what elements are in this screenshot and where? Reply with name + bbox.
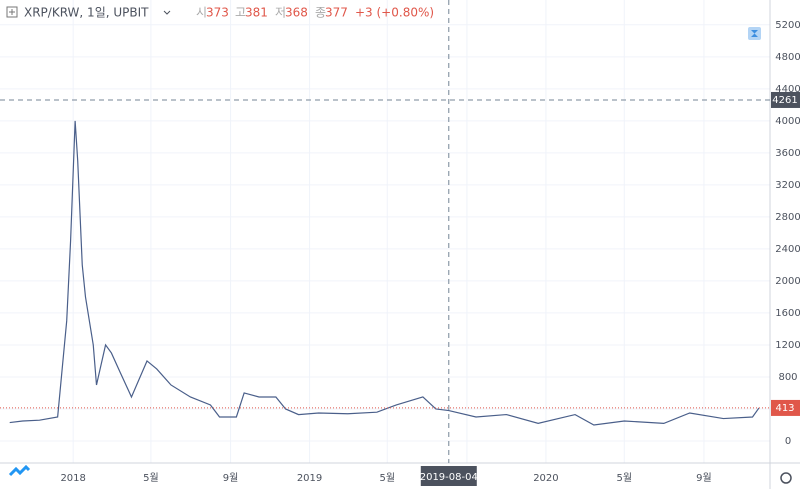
chevron[interactable] [163,10,171,15]
crosshair-y-label: 4261 [772,95,797,106]
y-tick-label: 2000 [775,276,800,287]
x-tick-label: 9월 [696,472,712,484]
y-tick-label: 0 [785,436,791,447]
x-tick-label: 2018 [60,473,85,484]
last-price-label: 413 [775,403,794,414]
crosshair-x-box [420,466,477,486]
price-line [9,120,760,426]
low: 368 [285,6,308,20]
y-tick-label: 3200 [775,180,800,191]
y-tick-label: 4400 [775,84,800,95]
y-tick-label: 4000 [775,116,800,127]
expand-icon[interactable] [6,6,18,18]
symbol[interactable]: XRP/KRW, 1일, UPBIT [24,6,149,20]
y-tick-label: 3600 [775,148,800,159]
open-label: 시 [196,6,207,20]
x-tick-label: 2019 [297,473,322,484]
y-tick-label: 5200 [775,20,800,31]
change: +3 (+0.80%) [355,6,434,20]
expand-icon-plus [9,9,15,15]
open: 373 [206,6,229,20]
y-tick-label: 800 [778,372,797,383]
close: 377 [325,6,348,20]
y-tick-label: 1600 [775,308,800,319]
x-tick-label: 9월 [223,472,239,484]
crosshair-y-box [771,91,800,108]
y-tick-label: 4800 [775,52,800,63]
x-tick-label: 5월 [379,472,395,484]
y-tick-label: 1200 [775,340,800,351]
x-tick-label: 2020 [533,473,558,484]
hourglass-shape [751,30,758,37]
y-tick-label: 2800 [775,212,800,223]
settings-icon[interactable] [780,472,792,484]
high: 381 [245,6,268,20]
x-tick-label: 5월 [617,472,633,484]
logo[interactable] [8,464,31,477]
crosshair-x-label: 2019-08-04 [420,472,478,483]
y-tick-label: 2400 [775,244,800,255]
close-label: 종 [315,6,326,20]
high-label: 고 [235,6,246,20]
last-price-box [771,399,800,416]
low-label: 저 [275,6,286,20]
x-tick-label: 5월 [143,472,159,484]
